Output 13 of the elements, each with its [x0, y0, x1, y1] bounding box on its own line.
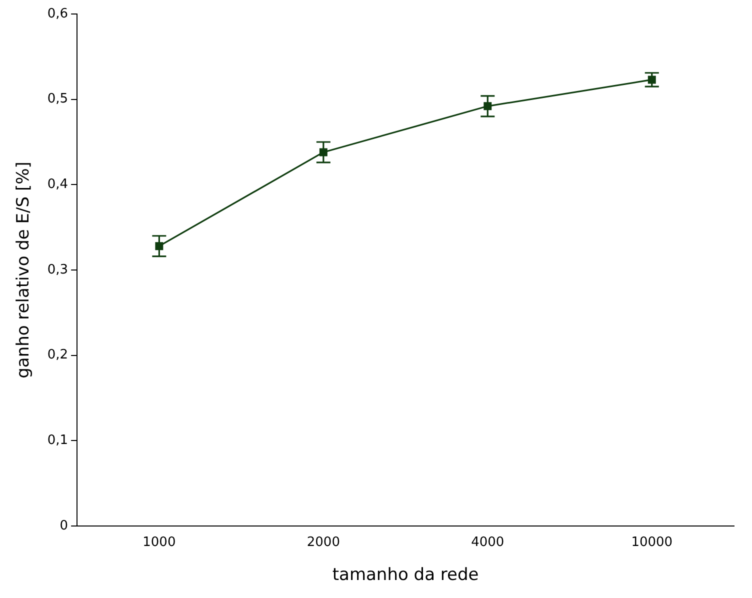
y-tick-label: 0,4 [47, 177, 68, 192]
x-tick-label: 10000 [631, 535, 673, 550]
y-tick-label: 0 [60, 518, 68, 534]
y-tick-label: 0,2 [47, 348, 68, 363]
y-tick-label: 0,1 [47, 433, 68, 448]
x-axis-title: tamanho da rede [332, 565, 479, 586]
y-axis-title: ganho relativo de E/S [%] [14, 162, 34, 378]
y-tick-label: 0,6 [47, 6, 68, 22]
x-tick-label: 1000 [142, 535, 176, 550]
x-tick-label: 2000 [306, 535, 340, 550]
x-tick-label: 4000 [471, 535, 504, 550]
y-tick-label: 0,3 [47, 262, 68, 278]
y-tick-label: 0,5 [47, 92, 68, 107]
